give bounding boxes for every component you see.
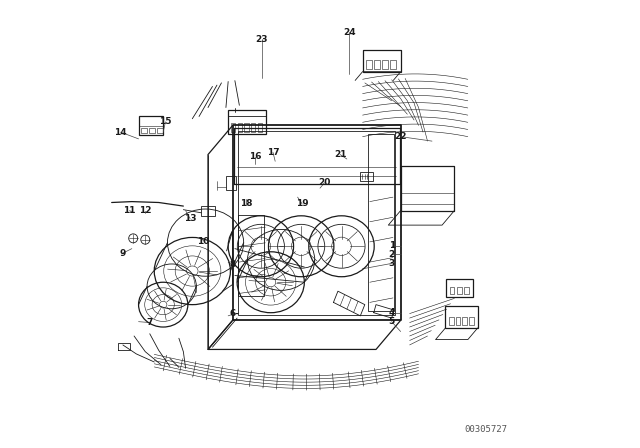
Bar [366,60,371,69]
Text: 19: 19 [296,199,308,208]
Bar [141,128,147,133]
Text: 14: 14 [115,128,127,137]
Bar [446,279,473,297]
Text: 21: 21 [334,150,346,159]
Text: 8: 8 [230,260,236,269]
Text: 3: 3 [388,259,395,268]
Text: 11: 11 [124,206,136,215]
Bar [450,287,454,294]
Text: 18: 18 [240,199,252,208]
Text: 10: 10 [197,237,210,246]
Text: 13: 13 [184,214,196,223]
Bar [360,172,373,181]
Text: 12: 12 [139,206,152,215]
Text: 23: 23 [255,35,268,44]
Bar [449,317,454,325]
Text: 1: 1 [388,241,395,250]
Bar [251,123,255,132]
Bar [238,215,264,296]
Bar [237,123,242,132]
Bar [157,128,163,133]
Bar [149,128,155,133]
Bar [228,110,266,134]
Text: 15: 15 [159,117,172,126]
Bar [226,176,236,190]
Text: 9: 9 [120,249,126,258]
Text: 17: 17 [267,148,279,157]
Text: 6-: 6- [230,309,240,318]
Bar [362,50,401,72]
Bar [238,131,396,315]
Bar [456,317,460,325]
Text: 7: 7 [147,318,153,327]
Bar [445,306,477,328]
Bar [374,60,380,69]
Text: 24: 24 [343,28,355,37]
Bar [244,123,249,132]
Bar [138,116,163,135]
Bar [390,60,396,69]
Bar [464,287,468,294]
Bar [231,123,236,132]
Bar [201,206,214,216]
Bar [469,317,474,325]
Text: 00305727: 00305727 [464,425,508,434]
Text: 2: 2 [388,250,395,259]
Bar [457,287,461,294]
Bar [382,60,388,69]
Text: 4: 4 [388,308,395,317]
Text: 22: 22 [394,132,407,141]
Text: 16: 16 [249,152,261,161]
Text: 5: 5 [388,317,395,326]
Bar [463,317,467,325]
Bar [369,134,394,311]
Text: 20: 20 [318,178,331,187]
Bar [258,123,262,132]
